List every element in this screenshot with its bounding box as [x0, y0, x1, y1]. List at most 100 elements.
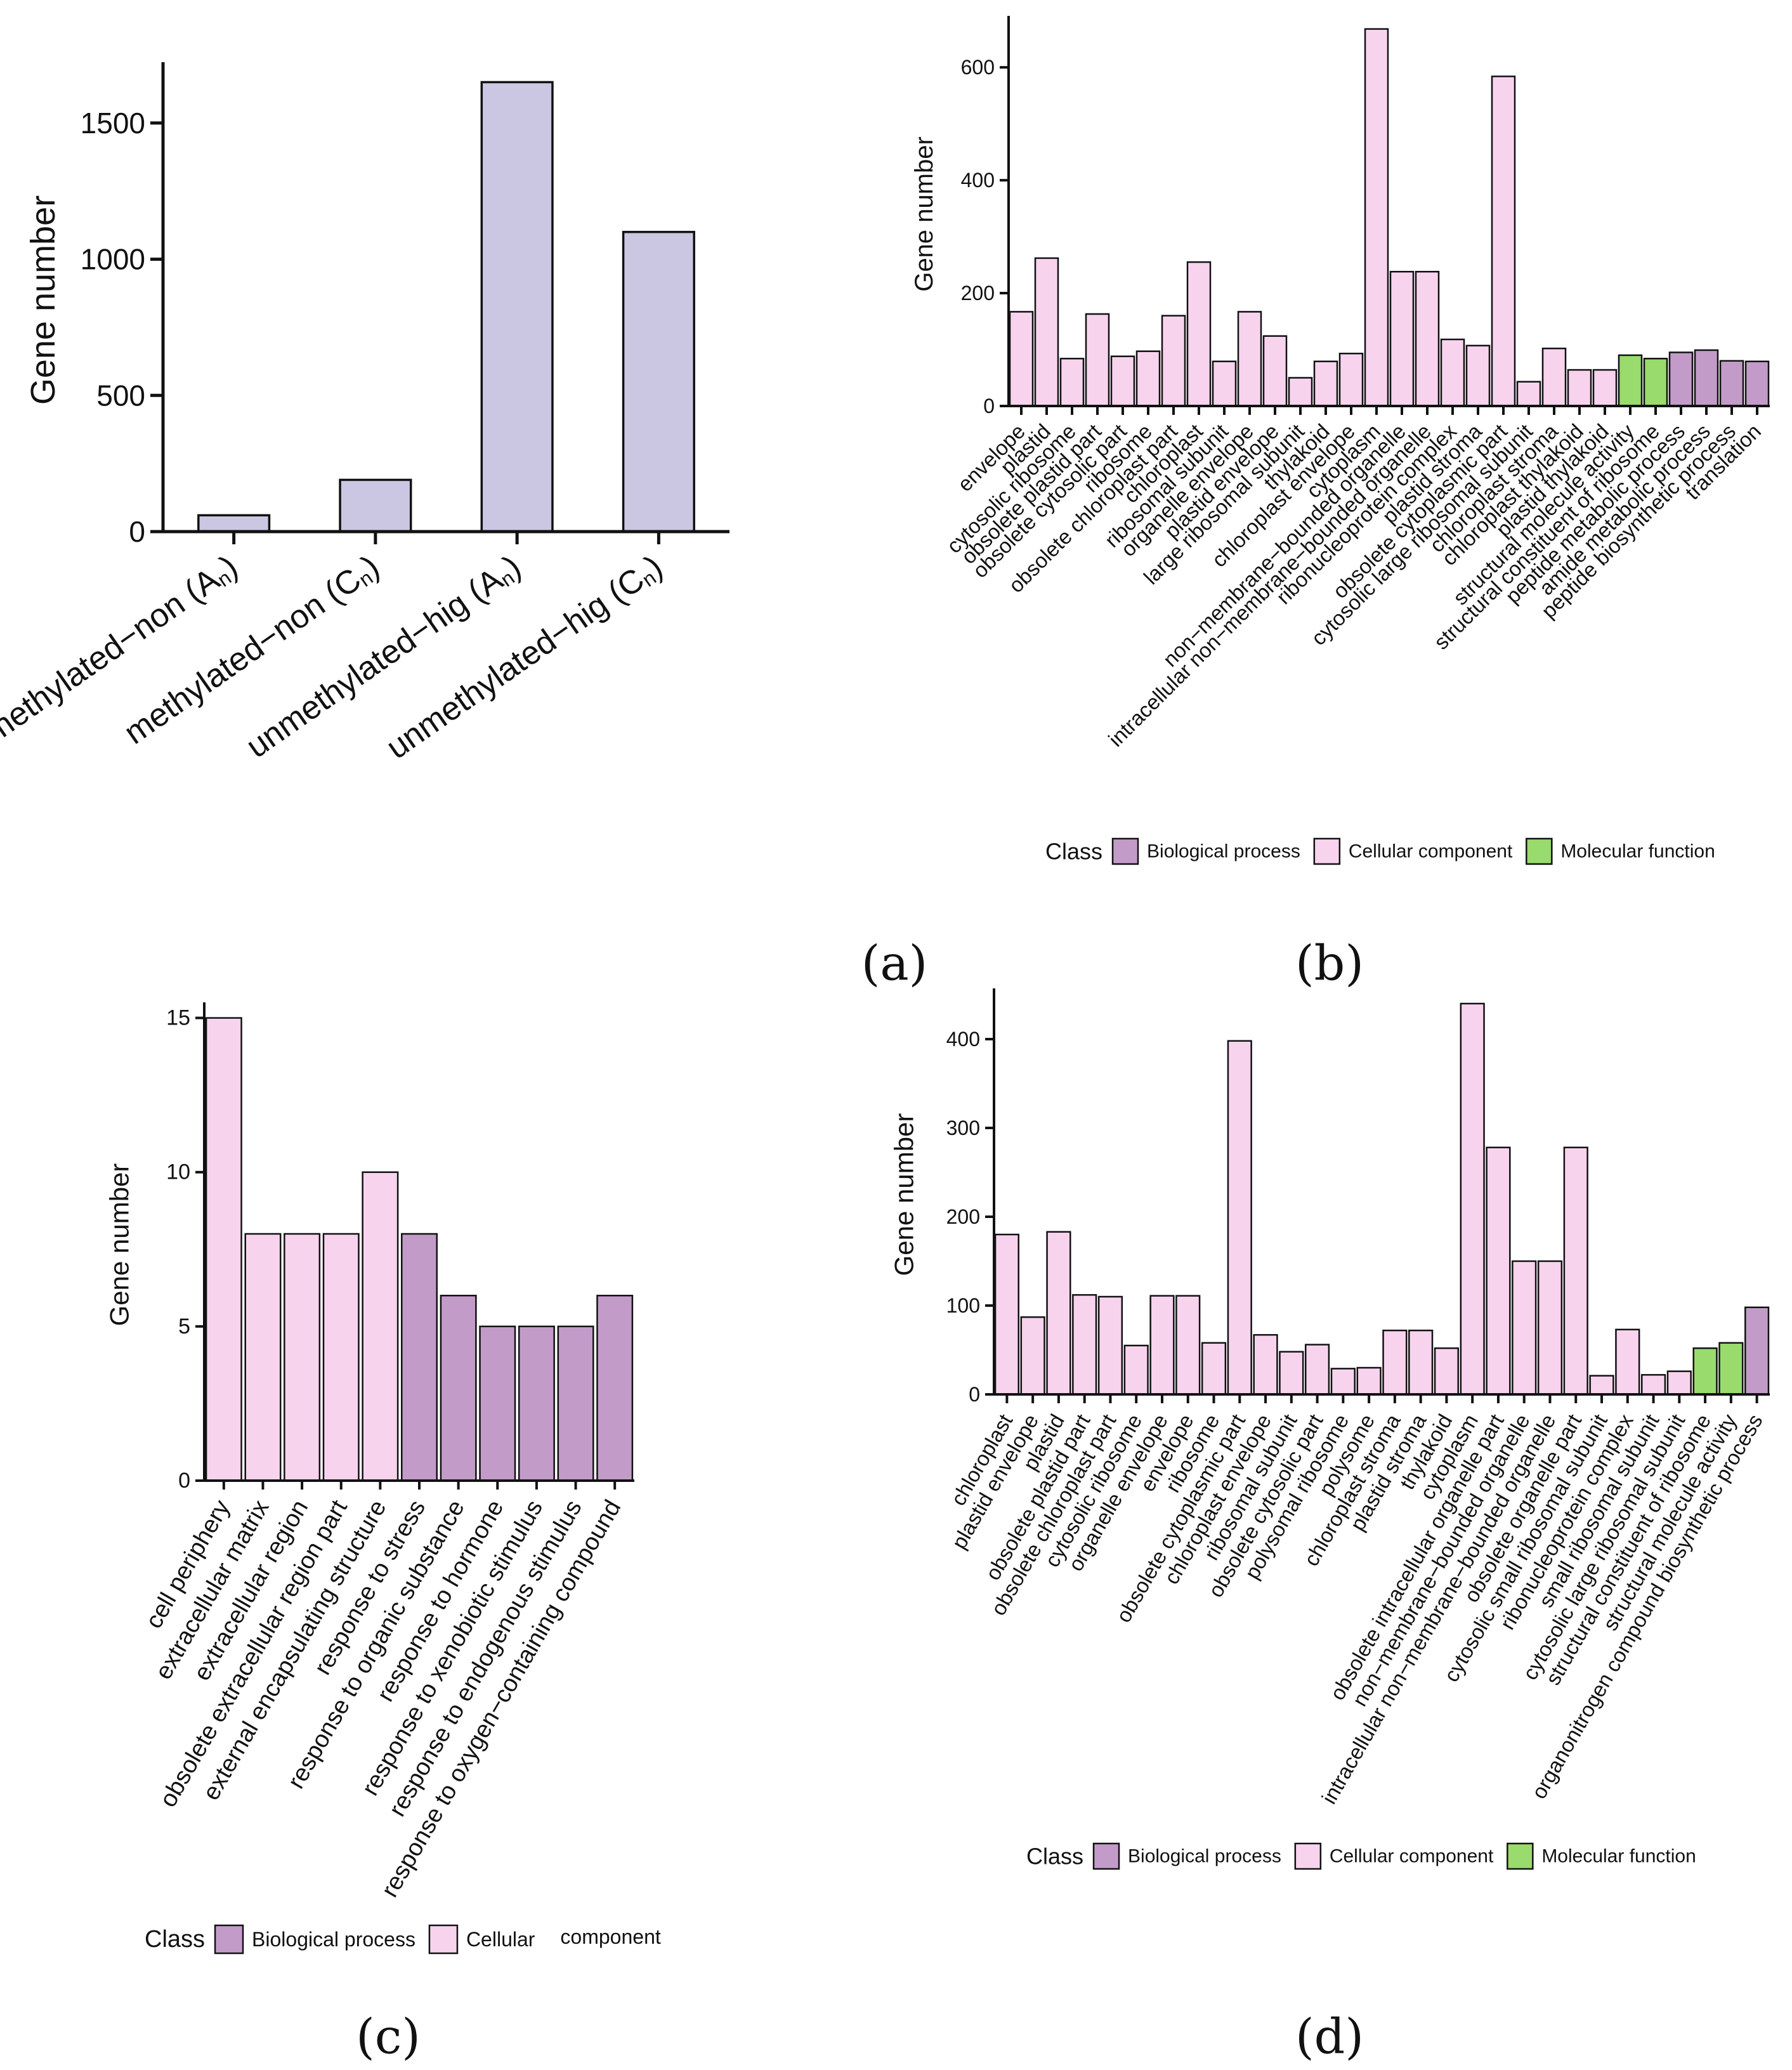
bar-d-11 [1279, 1351, 1304, 1396]
bar-b-10 [1262, 335, 1288, 407]
bar-d-9 [1227, 1040, 1252, 1396]
x-tick-label-main: unmethylated−hig ( [240, 573, 492, 765]
bar-a-2 [480, 81, 554, 533]
y-tick-label-a-3: 1500 [81, 107, 145, 140]
bar-d-27 [1692, 1347, 1718, 1396]
y-tick-label-d-1: 100 [946, 1294, 980, 1317]
legend-label-b-2: Molecular function [1560, 841, 1715, 862]
bar-d-19 [1486, 1146, 1511, 1396]
legend-d: Class Biological process Cellular componen… [1026, 1842, 1696, 1870]
panel-label-b: (b) [1295, 935, 1364, 992]
bar-c-1 [244, 1233, 282, 1482]
y-tick-label-a-2: 1000 [81, 243, 145, 276]
y-tick-label-c-1: 5 [178, 1314, 190, 1339]
bar-b-14 [1364, 28, 1389, 407]
bar-d-18 [1460, 1002, 1485, 1396]
y-tick-label-d-3: 300 [946, 1117, 980, 1139]
bar-b-28 [1719, 360, 1744, 407]
bar-d-10 [1253, 1333, 1278, 1396]
legend-label-b-1: Cellular component [1349, 841, 1513, 862]
bar-a-1 [339, 478, 412, 533]
bar-b-4 [1110, 355, 1135, 407]
bar-b-23 [1592, 369, 1618, 407]
y-tick-label-d-0: 0 [969, 1383, 980, 1406]
legend-swatch-d-1 [1294, 1842, 1322, 1870]
bar-d-0 [994, 1233, 1019, 1396]
bar-b-15 [1389, 271, 1415, 407]
bar-d-1 [1020, 1316, 1045, 1396]
legend-c: Class Biological process Cellular component [145, 1924, 661, 1955]
bar-b-24 [1618, 354, 1643, 407]
bar-b-22 [1567, 369, 1592, 407]
y-axis-title-d: Gene number [889, 1113, 919, 1276]
bar-b-0 [1009, 311, 1034, 407]
bar-d-20 [1512, 1260, 1537, 1396]
bar-d-22 [1563, 1146, 1588, 1396]
bar-d-13 [1330, 1368, 1356, 1396]
bar-d-12 [1304, 1344, 1330, 1396]
bar-c-5 [401, 1233, 438, 1482]
bar-b-9 [1237, 311, 1262, 407]
y-axis-title-c: Gene number [105, 1163, 134, 1327]
legend-swatch-c-1 [428, 1924, 459, 1955]
legend-title-b: Class [1045, 839, 1102, 865]
bar-a-3 [622, 230, 695, 533]
legend-b: Class Biological process Cellular componen… [1045, 837, 1715, 865]
legend-label-d-2: Molecular function [1541, 1846, 1696, 1867]
y-axis-title-b: Gene number [910, 136, 938, 292]
y-tick-label-d-4: 400 [946, 1028, 980, 1051]
bar-b-25 [1643, 358, 1668, 407]
legend-swatch-d-0 [1092, 1842, 1120, 1870]
bar-d-16 [1408, 1329, 1434, 1396]
bar-b-13 [1338, 353, 1364, 407]
bar-c-2 [284, 1233, 321, 1482]
bar-b-11 [1288, 377, 1313, 407]
bar-d-24 [1615, 1328, 1640, 1396]
legend-swatch-d-2 [1507, 1842, 1534, 1870]
legend-swatch-b-0 [1111, 837, 1139, 865]
bar-d-17 [1434, 1347, 1460, 1396]
bar-d-29 [1744, 1306, 1770, 1396]
bar-b-8 [1212, 360, 1237, 407]
bar-a-0 [197, 514, 271, 533]
bar-c-7 [479, 1325, 516, 1482]
legend-title-c: Class [145, 1926, 205, 1953]
legend-title-d: Class [1026, 1844, 1083, 1870]
legend-label-d-1: Cellular component [1330, 1846, 1494, 1867]
bar-b-12 [1313, 360, 1338, 407]
legend-swatch-b-1 [1313, 837, 1341, 865]
bar-d-2 [1046, 1231, 1071, 1396]
bar-b-26 [1668, 351, 1694, 407]
bar-d-21 [1537, 1260, 1563, 1396]
x-tick-label-a-1: methylated−non (Cn) [117, 548, 386, 752]
y-axis-title-a: Gene number [24, 195, 62, 405]
bar-c-0 [205, 1017, 242, 1482]
bar-b-29 [1744, 360, 1770, 407]
bar-d-23 [1589, 1375, 1614, 1396]
bar-d-3 [1072, 1294, 1097, 1396]
bar-d-4 [1097, 1295, 1123, 1396]
bar-c-6 [440, 1294, 477, 1482]
y-tick-label-b-0: 0 [983, 395, 995, 417]
legend-swatch-b-2 [1526, 837, 1553, 865]
bar-c-8 [518, 1325, 555, 1482]
bar-b-20 [1516, 381, 1541, 407]
y-tick-label-a-0: 0 [129, 515, 145, 548]
legend-swatch-c-0 [214, 1924, 244, 1955]
y-tick-label-c-3: 15 [166, 1006, 190, 1030]
panel-label-d: (d) [1295, 2008, 1364, 2065]
bar-d-26 [1666, 1370, 1692, 1396]
legend-label-extra-c: component [560, 1925, 660, 1948]
bar-c-10 [596, 1294, 634, 1482]
bar-d-28 [1718, 1342, 1744, 1396]
y-tick-label-c-2: 10 [166, 1160, 190, 1184]
bar-b-17 [1440, 338, 1465, 407]
bar-b-18 [1465, 344, 1491, 407]
y-tick-label-c-0: 0 [178, 1469, 190, 1493]
y-tick-label-b-1: 200 [961, 282, 995, 305]
bar-d-8 [1201, 1342, 1227, 1396]
